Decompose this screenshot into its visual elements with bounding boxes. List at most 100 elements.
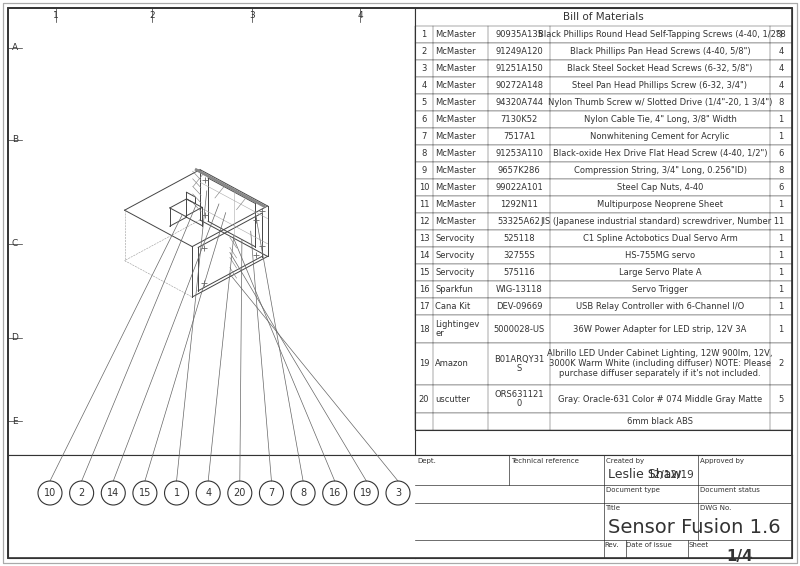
Text: 5: 5: [422, 98, 426, 107]
Text: 4: 4: [205, 488, 211, 498]
Text: E: E: [780, 417, 786, 426]
Text: 13: 13: [418, 234, 430, 243]
Text: 19: 19: [360, 488, 373, 498]
Text: ORS631121: ORS631121: [494, 390, 544, 399]
Text: 1: 1: [778, 268, 784, 277]
Text: 1292N11: 1292N11: [500, 200, 538, 209]
Text: 15: 15: [418, 268, 430, 277]
Text: Black Phillips Pan Head Screws (4-40, 5/8"): Black Phillips Pan Head Screws (4-40, 5/…: [570, 47, 750, 56]
Text: 91253A110: 91253A110: [495, 149, 543, 158]
Text: 17: 17: [418, 302, 430, 311]
Text: Albrillo LED Under Cabinet Lighting, 12W 900lm, 12V,: Albrillo LED Under Cabinet Lighting, 12W…: [547, 349, 773, 358]
Text: Sheet: Sheet: [689, 542, 709, 548]
Text: 20: 20: [234, 488, 246, 498]
Text: DWG No.: DWG No.: [700, 505, 731, 511]
Bar: [415, 8, 792, 26]
Text: 8: 8: [778, 166, 784, 175]
Text: 5: 5: [778, 395, 784, 404]
Text: 3: 3: [249, 547, 255, 555]
Text: C: C: [12, 239, 18, 248]
Text: C: C: [780, 239, 786, 248]
Text: 7: 7: [658, 11, 664, 19]
Text: 3: 3: [249, 11, 255, 19]
Text: 1: 1: [778, 115, 784, 124]
Text: 2: 2: [778, 359, 784, 368]
Text: 90272A148: 90272A148: [495, 81, 543, 90]
Bar: [415, 247, 792, 264]
Text: Document status: Document status: [700, 487, 760, 493]
Text: Dept.: Dept.: [417, 458, 436, 464]
Bar: [415, 230, 792, 247]
Text: McMaster: McMaster: [435, 183, 476, 192]
Text: 5: 5: [462, 547, 468, 555]
Bar: [415, 179, 792, 196]
Text: McMaster: McMaster: [435, 30, 476, 39]
Text: A: A: [780, 44, 786, 53]
Text: Black Phillips Round Head Self-Tapping Screws (4-40, 1/2"): Black Phillips Round Head Self-Tapping S…: [538, 30, 782, 39]
Text: Compression String, 3/4" Long, 0.256"ID): Compression String, 3/4" Long, 0.256"ID): [574, 166, 746, 175]
Bar: [415, 43, 792, 60]
Text: S: S: [516, 364, 522, 373]
Text: 1: 1: [778, 200, 784, 209]
Text: 91251A150: 91251A150: [495, 64, 543, 73]
Text: Title: Title: [606, 505, 621, 511]
Bar: [415, 196, 792, 213]
Text: 1: 1: [53, 547, 59, 555]
Text: Servocity: Servocity: [435, 234, 474, 243]
Text: 14: 14: [418, 251, 430, 260]
Text: 4: 4: [778, 64, 784, 73]
Text: Nylon Cable Tie, 4" Long, 3/8" Width: Nylon Cable Tie, 4" Long, 3/8" Width: [583, 115, 737, 124]
Bar: [415, 26, 792, 43]
Text: A: A: [12, 44, 18, 53]
Text: Large Servo Plate A: Large Servo Plate A: [618, 268, 702, 277]
Text: 1: 1: [778, 324, 784, 333]
Text: 1: 1: [778, 217, 784, 226]
Text: 36W Power Adapter for LED strip, 12V 3A: 36W Power Adapter for LED strip, 12V 3A: [574, 324, 746, 333]
Text: D: D: [779, 333, 786, 342]
Text: 5000028-US: 5000028-US: [494, 324, 545, 333]
Text: 7: 7: [422, 132, 426, 141]
Text: Cana Kit: Cana Kit: [435, 302, 470, 311]
Text: Servo Trigger: Servo Trigger: [632, 285, 688, 294]
Text: 7: 7: [658, 547, 664, 555]
Text: 20: 20: [418, 395, 430, 404]
Text: Document type: Document type: [606, 487, 659, 493]
Text: Nonwhitening Cement for Acrylic: Nonwhitening Cement for Acrylic: [590, 132, 730, 141]
Text: er: er: [435, 329, 444, 338]
Text: 6: 6: [561, 547, 567, 555]
Bar: [415, 77, 792, 94]
Text: B: B: [12, 135, 18, 144]
Bar: [415, 145, 792, 162]
Text: 6mm black ABS: 6mm black ABS: [627, 417, 693, 426]
Bar: [415, 94, 792, 111]
Bar: [415, 281, 792, 298]
Text: Sensor Fusion 1.6: Sensor Fusion 1.6: [607, 518, 780, 537]
Text: 90935A135: 90935A135: [495, 30, 543, 39]
Text: 53325A62: 53325A62: [498, 217, 541, 226]
Text: 1: 1: [778, 234, 784, 243]
Text: uscutter: uscutter: [435, 395, 470, 404]
Text: 2: 2: [78, 488, 85, 498]
Bar: [415, 298, 792, 315]
Text: 8: 8: [748, 11, 754, 19]
Text: 4: 4: [357, 547, 363, 555]
Bar: [415, 264, 792, 281]
Text: 2: 2: [149, 547, 155, 555]
Text: 1: 1: [778, 132, 784, 141]
Text: 12: 12: [418, 217, 430, 226]
Text: 8: 8: [300, 488, 306, 498]
Text: 7130K52: 7130K52: [500, 115, 538, 124]
Text: 1: 1: [422, 30, 426, 39]
Text: 16: 16: [329, 488, 341, 498]
Text: Servocity: Servocity: [435, 251, 474, 260]
Text: McMaster: McMaster: [435, 98, 476, 107]
Text: Steel Cap Nuts, 4-40: Steel Cap Nuts, 4-40: [617, 183, 703, 192]
Text: purchase diffuser separately if it's not included.: purchase diffuser separately if it's not…: [559, 370, 761, 379]
Text: 2: 2: [149, 11, 155, 19]
Text: Leslie Shaw: Leslie Shaw: [607, 469, 681, 482]
Text: 7: 7: [268, 488, 274, 498]
Bar: [8, 455, 792, 558]
Text: Black-oxide Hex Drive Flat Head Screw (4-40, 1/2"): Black-oxide Hex Drive Flat Head Screw (4…: [553, 149, 767, 158]
Text: 1: 1: [778, 302, 784, 311]
Bar: [415, 162, 792, 179]
